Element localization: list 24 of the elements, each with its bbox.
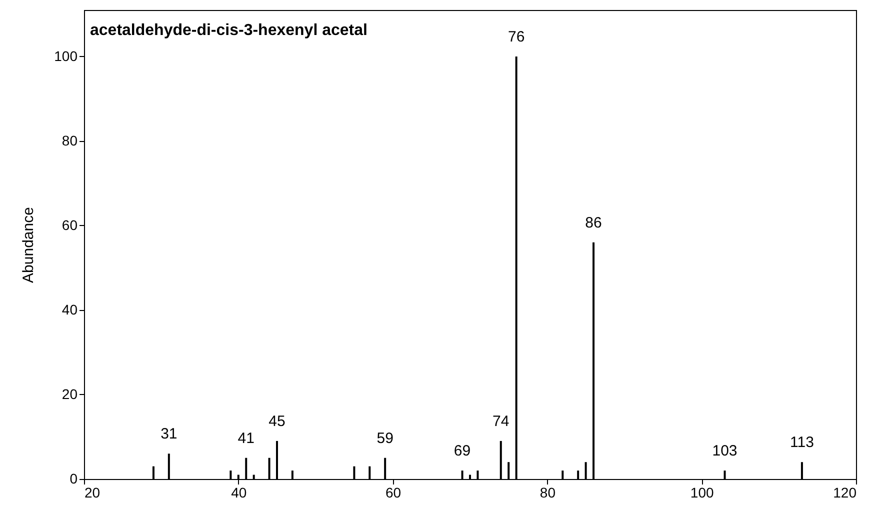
y-tick-label: 60 bbox=[62, 216, 78, 233]
text: acetaldehyde-di-cis-3-hexenyl acetal bbox=[90, 22, 368, 39]
annotation: 86 bbox=[585, 214, 602, 232]
annotation: 41 bbox=[238, 430, 254, 447]
x-tick-label: 120 bbox=[833, 484, 857, 500]
annotation: 113 bbox=[790, 434, 814, 452]
x-tick-label: 20 bbox=[84, 484, 100, 500]
annotation: 59 bbox=[376, 430, 394, 447]
y-tick-label: 20 bbox=[62, 386, 78, 402]
x-tick-label: 60 bbox=[386, 484, 402, 500]
x-tick-label: 40 bbox=[231, 484, 247, 500]
y-tick-label: 80 bbox=[62, 132, 78, 148]
annotation: 31 bbox=[160, 426, 178, 443]
annotation: 69 bbox=[454, 442, 471, 460]
annotation: 45 bbox=[268, 412, 286, 430]
y-tick-label: 0 bbox=[70, 470, 78, 486]
y-axis-title: Abundance bbox=[20, 207, 38, 283]
x-tick-label: 100 bbox=[690, 484, 714, 500]
annotation: 103 bbox=[712, 442, 738, 460]
annotation: 74 bbox=[492, 412, 510, 430]
x-tick-label: 80 bbox=[540, 484, 556, 500]
annotation: 76 bbox=[508, 28, 525, 46]
y-tick-label: 100 bbox=[54, 48, 78, 64]
y-tick-label: 40 bbox=[62, 301, 78, 318]
